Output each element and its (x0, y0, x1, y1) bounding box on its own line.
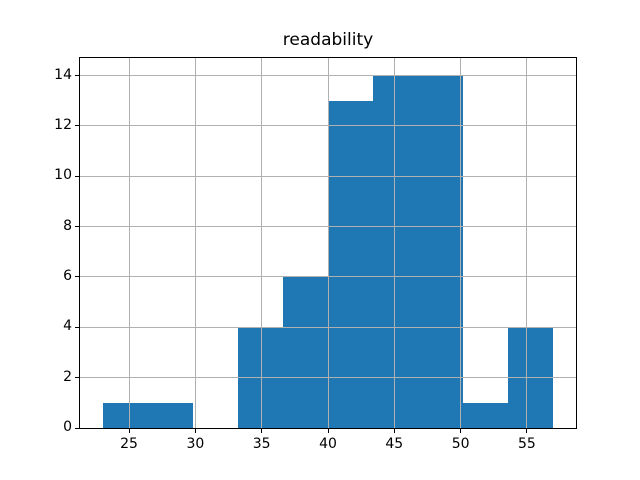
histogram-bar (147, 402, 193, 428)
y-tick-label: 2 (63, 368, 72, 385)
gridline-x (327, 58, 329, 428)
x-tick-label: 45 (385, 436, 404, 452)
x-tick-mark (393, 429, 395, 433)
x-tick-mark (261, 429, 263, 433)
y-tick-mark (75, 175, 79, 177)
gridline-x (194, 58, 196, 428)
y-tick-label: 12 (54, 116, 72, 133)
gridline-x (261, 58, 263, 428)
gridline-y (80, 226, 576, 228)
y-tick-mark (75, 125, 79, 127)
gridline-y (80, 377, 576, 379)
y-tick-mark (75, 427, 79, 429)
x-tick-label: 55 (518, 436, 536, 452)
y-tick-mark (75, 226, 79, 228)
gridline-x (128, 58, 130, 428)
gridline-x (393, 58, 395, 428)
gridline-x (460, 58, 462, 428)
x-tick-label: 30 (186, 436, 205, 452)
gridline-y (80, 175, 576, 177)
x-tick-mark (526, 429, 528, 433)
gridline-y (80, 75, 576, 77)
gridline-y (80, 276, 576, 278)
y-tick-label: 14 (54, 66, 72, 83)
x-tick-label: 40 (319, 436, 337, 452)
y-tick-mark (75, 326, 79, 328)
y-tick-label: 10 (54, 167, 72, 184)
gridline-y (80, 326, 576, 328)
histogram-bar (463, 402, 509, 428)
x-tick-label: 35 (252, 436, 271, 452)
x-tick-mark (327, 429, 329, 433)
y-tick-mark (75, 75, 79, 77)
chart-title: readability (282, 30, 374, 50)
x-tick-mark (128, 429, 130, 433)
histogram-bar (373, 75, 419, 428)
histogram-bar (102, 402, 148, 428)
y-tick-mark (75, 276, 79, 278)
gridline-y (80, 125, 576, 127)
gridline-x (526, 58, 528, 428)
y-tick-label: 4 (63, 318, 72, 335)
y-tick-label: 8 (63, 217, 72, 234)
histogram-bar (282, 276, 328, 428)
histogram-bar (418, 75, 464, 428)
x-tick-label: 50 (451, 436, 470, 452)
x-tick-mark (194, 429, 196, 433)
x-tick-mark (460, 429, 462, 433)
y-tick-mark (75, 377, 79, 379)
gridline-y (80, 427, 576, 428)
y-tick-label: 0 (63, 419, 72, 435)
x-tick-label: 25 (120, 436, 138, 452)
plot-area (79, 57, 577, 429)
histogram-bar (328, 100, 374, 428)
y-tick-label: 6 (63, 267, 72, 284)
